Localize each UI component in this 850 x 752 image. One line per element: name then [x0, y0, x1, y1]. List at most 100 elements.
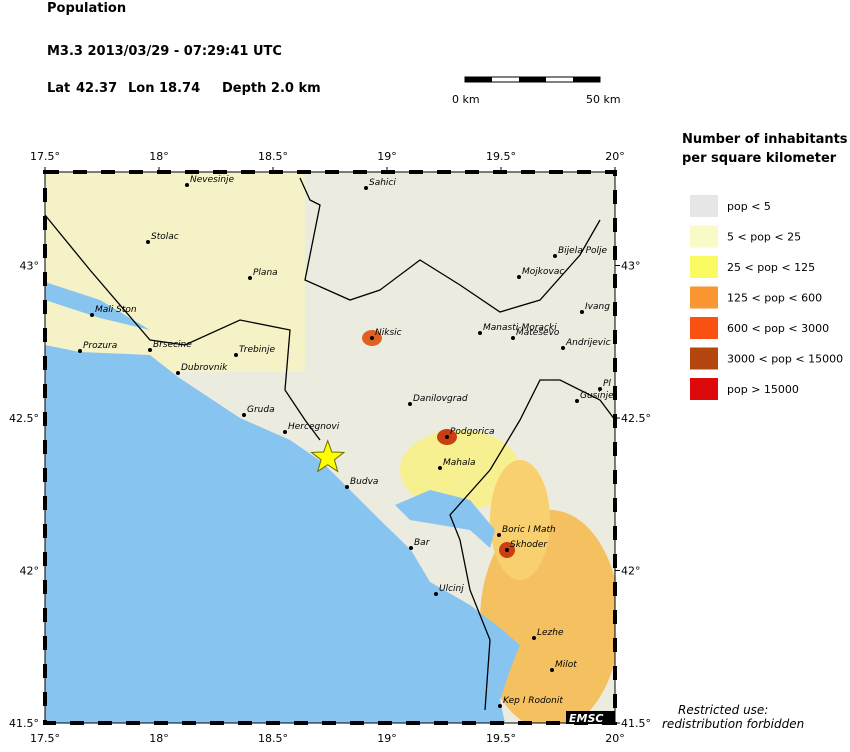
legend-swatch [690, 225, 718, 248]
scale-bar [464, 76, 601, 83]
city-dot [364, 186, 368, 190]
frame-line [44, 171, 616, 724]
legend-label: pop > 15000 [727, 383, 799, 396]
y-tick-label: 42° [621, 565, 641, 578]
legend-title: per square kilometer [682, 151, 837, 166]
x-tick-label: 17.5° [30, 150, 60, 163]
city-dot [409, 546, 413, 550]
city-label: Milot [555, 660, 577, 670]
depth: Depth 2.0 km [222, 81, 321, 96]
city-label: Hercegnovi [288, 422, 340, 432]
city-dot [532, 636, 536, 640]
legend-label: pop < 5 [727, 200, 771, 213]
logo: EMSC [569, 712, 603, 725]
legend-swatch [690, 195, 718, 217]
city-dot [78, 349, 82, 353]
y-tick-label: 42° [20, 565, 40, 578]
legend-title: Number of inhabitants [682, 132, 848, 147]
legend-swatch [690, 378, 718, 400]
legend-label: 125 < pop < 600 [727, 292, 822, 305]
map [45, 172, 615, 723]
city-dot [511, 336, 515, 340]
city-label: Prozura [83, 341, 117, 351]
city-label: Lezhe [537, 628, 564, 638]
scale-start: 0 km [452, 93, 480, 106]
y-tick-label: 42.5° [9, 412, 39, 425]
y-tick-label: 43° [621, 260, 641, 273]
city-dot [553, 254, 557, 258]
city-dot [242, 413, 246, 417]
cities: Nevesinje Sahici Stolac Plana Mali Ston Prozu… [78, 175, 614, 708]
city-label: Budva [350, 477, 378, 487]
city-label: Skhoder [510, 540, 548, 550]
y-tick-label: 43° [20, 260, 40, 273]
city-label: Podgorica [450, 427, 495, 437]
city-dot [176, 371, 180, 375]
city-label: Plana [253, 268, 278, 278]
city-dot [146, 240, 150, 244]
city-dot [408, 402, 412, 406]
city-label: Gusinje [580, 391, 614, 401]
city-dot [598, 387, 602, 391]
city-label: Manasti-Moracki [483, 323, 557, 333]
y-tick-label: 41.5° [9, 717, 39, 730]
city-label: Kep I Rodonit [503, 696, 563, 706]
city-label: Brsecine [153, 340, 192, 350]
city-label: Ivang [585, 302, 610, 312]
x-tick-label: 18° [149, 150, 169, 163]
city-dot [575, 399, 579, 403]
city-label: Danilovgrad [413, 394, 468, 404]
city-dot [438, 466, 442, 470]
city-label: Mali Ston [95, 305, 137, 315]
city-dot [478, 331, 482, 335]
city-label: Mahala [443, 458, 476, 468]
legend-label: 25 < pop < 125 [727, 261, 815, 274]
city-dot [505, 548, 509, 552]
notice: redistribution forbidden [662, 717, 804, 731]
x-tick-label: 19° [377, 150, 397, 163]
city-label: Dubrovnik [181, 363, 228, 373]
legend-label: 5 < pop < 25 [727, 231, 801, 244]
city-dot [148, 348, 152, 352]
legend-label: 600 < pop < 3000 [727, 322, 829, 335]
city-dot [283, 430, 287, 434]
city-dot [234, 353, 238, 357]
city-dot [550, 668, 554, 672]
x-tick-label: 18.5° [258, 732, 288, 745]
city-dot [370, 336, 374, 340]
city-label: Mateševo [516, 327, 560, 338]
lat-value: 42.37 [76, 81, 117, 96]
scale-end: 50 km [586, 93, 621, 106]
city-label: Pl [603, 379, 611, 389]
city-label: Andrijevic [565, 338, 611, 348]
city-label: Nevesinje [190, 175, 235, 185]
city-dot [185, 183, 189, 187]
city-label: Bar [414, 538, 431, 548]
city-dot [345, 485, 349, 489]
x-tick-label: 19.5° [486, 150, 516, 163]
city-label: Bijela Polje [558, 246, 608, 256]
city-label: Mojkovac [522, 267, 564, 277]
lat-label: Lat [47, 81, 70, 96]
city-label: Trebinje [239, 345, 275, 355]
city-dot [561, 346, 565, 350]
city-dot [517, 275, 521, 279]
x-tick-label: 17.5° [30, 732, 60, 745]
lon-label: Lon [128, 81, 154, 96]
x-tick-label: 20° [605, 150, 625, 163]
lon-value: 18.74 [159, 81, 200, 96]
logo-box [566, 711, 615, 724]
x-tick-label: 18.5° [258, 150, 288, 163]
x-tick-label: 19° [377, 732, 397, 745]
city-label: Sahici [369, 178, 396, 188]
city-dot [580, 310, 584, 314]
city-label: Ulcinj [439, 584, 464, 594]
legend-swatch [690, 317, 718, 339]
x-tick-label: 19.5° [486, 732, 516, 745]
city-label: Stolac [151, 232, 179, 242]
legend-label: 3000 < pop < 15000 [727, 353, 843, 366]
city-label: Boric I Math [502, 525, 556, 535]
city-dot [248, 276, 252, 280]
legend-swatch [690, 286, 718, 309]
